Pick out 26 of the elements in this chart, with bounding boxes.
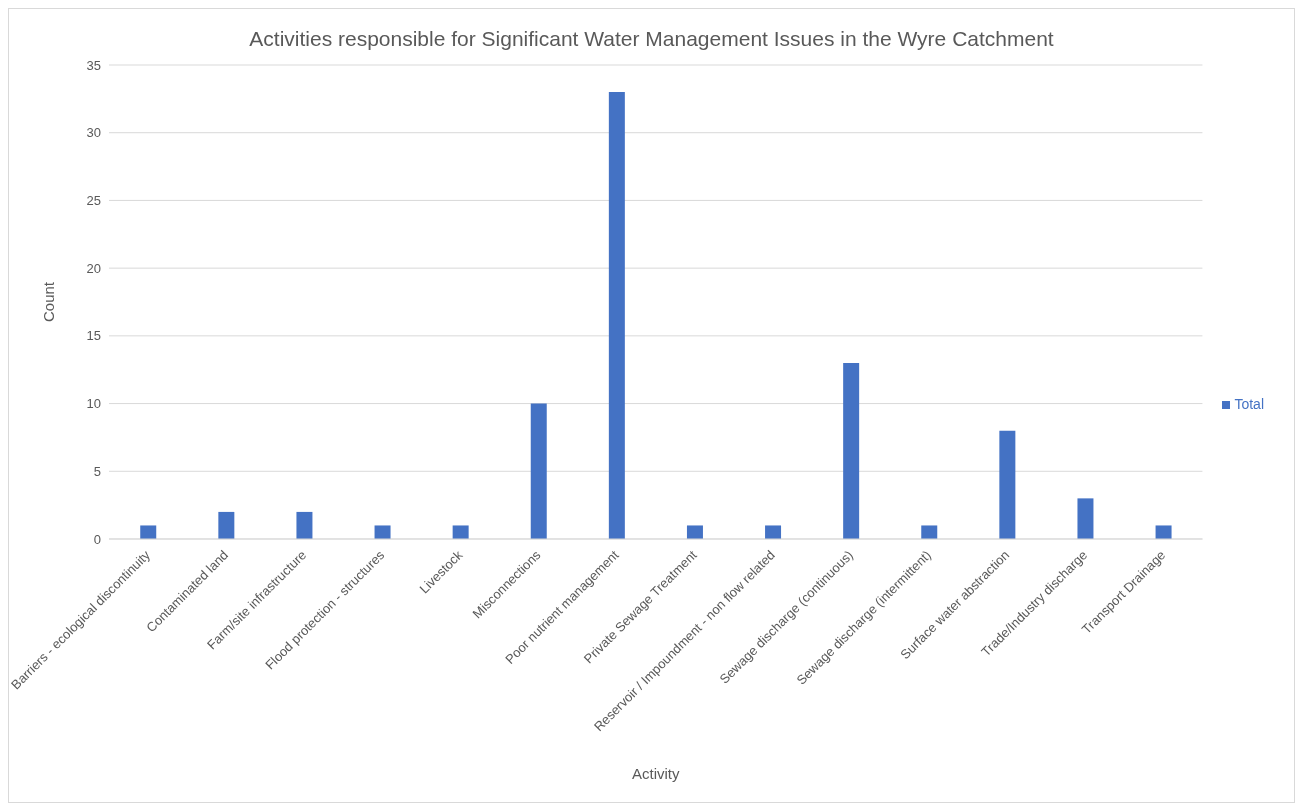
bar	[608, 92, 625, 539]
bar	[452, 525, 469, 539]
y-tick-label: 35	[86, 57, 101, 73]
legend-label: Total	[1234, 396, 1264, 412]
bar	[530, 403, 547, 539]
y-tick-label: 15	[86, 328, 101, 344]
y-tick-label: 25	[86, 193, 101, 209]
bar	[765, 525, 782, 539]
x-axis-title: Activity	[631, 765, 680, 782]
bar	[921, 525, 938, 539]
y-tick-label: 5	[93, 463, 101, 479]
y-tick-label: 30	[86, 125, 101, 141]
y-axis-title: Count	[40, 281, 58, 323]
bar	[296, 511, 313, 539]
bar	[1155, 525, 1172, 539]
bar	[140, 525, 157, 539]
bar	[999, 430, 1016, 539]
chart-title: Activities responsible for Significant Water Management Issues in the Wyre Catchment	[248, 27, 1055, 51]
bar	[843, 362, 860, 539]
y-tick-label: 10	[86, 396, 101, 412]
y-tick-label: 20	[86, 260, 101, 276]
bar	[374, 525, 391, 539]
bar	[1077, 498, 1094, 539]
y-tick-label: 0	[93, 531, 101, 547]
bar	[218, 511, 235, 539]
bar	[686, 525, 703, 539]
